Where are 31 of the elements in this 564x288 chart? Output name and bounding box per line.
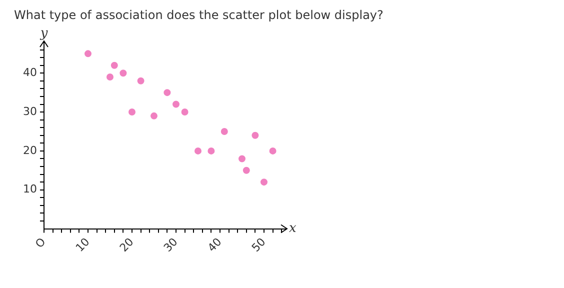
y-tick-label: 10 [22,182,37,196]
point [181,108,188,116]
point [110,62,118,69]
point [164,89,171,96]
y-tick-label: 30 [22,104,37,118]
x-tick-label: 50 [249,235,268,254]
point [84,50,92,58]
x-axis-title: x [289,221,297,236]
point [120,70,127,77]
y-tick-label: 20 [22,144,37,157]
point [172,100,180,108]
point [269,147,276,154]
chart-title: What type of association does the scatter plot below display? [14,8,384,22]
point [106,74,114,81]
point [242,166,250,174]
point [128,108,136,116]
point [252,132,259,139]
point [137,77,144,84]
point [260,178,268,186]
point [150,112,158,120]
point [208,147,215,154]
y-axis-title: y [39,26,48,41]
x-tick-label: 30 [161,235,180,254]
x-tick-label: O [32,235,48,251]
point [238,155,246,162]
point [194,147,202,154]
x-tick-label: 40 [205,235,224,254]
y-tick-label: 40 [22,66,37,79]
x-tick-label: 20 [117,235,136,254]
point [220,128,228,135]
x-tick-label: 10 [73,235,92,254]
